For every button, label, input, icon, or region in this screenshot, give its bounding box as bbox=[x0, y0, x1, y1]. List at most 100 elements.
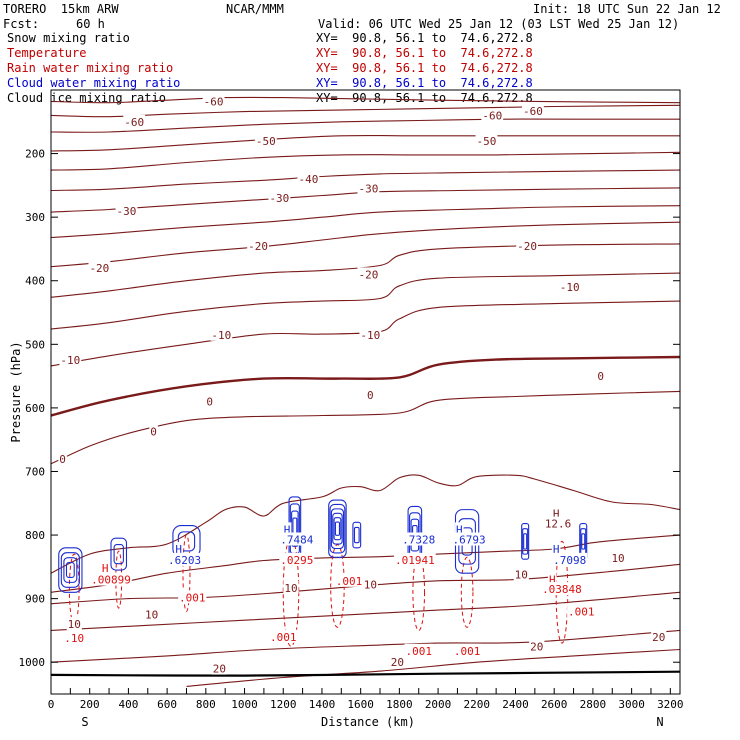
contour-label-bg bbox=[88, 261, 111, 275]
contour-label-bg bbox=[297, 172, 320, 186]
contour-label-bg bbox=[202, 94, 225, 108]
contour-label: -40 bbox=[298, 173, 318, 186]
contour-label-bg bbox=[596, 369, 605, 383]
contour-label: H bbox=[553, 543, 560, 556]
contour-label-bg bbox=[359, 327, 382, 341]
cloud-water-contour bbox=[65, 562, 75, 578]
field-name: Snow mixing ratio bbox=[7, 31, 130, 45]
forecast-label: Fcst: bbox=[3, 17, 40, 31]
contour-label: 20 bbox=[530, 640, 543, 653]
x-tick-label: 200 bbox=[80, 698, 100, 711]
contour-label: .01941 bbox=[395, 554, 435, 567]
init-time: Init: 18 UTC Sun 22 Jan 12 bbox=[533, 2, 721, 16]
temperature-contour bbox=[51, 205, 680, 239]
contour-label-bg bbox=[610, 550, 626, 564]
cloud-water-contour bbox=[523, 533, 528, 550]
contour-label: H bbox=[102, 562, 109, 575]
temperature-contour bbox=[51, 591, 680, 631]
contour-label-bg bbox=[282, 522, 292, 536]
contour-label-bg bbox=[174, 542, 184, 556]
x-tick-label: 2600 bbox=[541, 698, 568, 711]
contour-label-bg bbox=[551, 506, 561, 520]
contour-label-bg bbox=[404, 643, 433, 657]
y-tick-label: 800 bbox=[25, 529, 45, 542]
x-tick-label: 1200 bbox=[270, 698, 297, 711]
contour-label: -60 bbox=[482, 109, 502, 122]
north-label: N bbox=[656, 715, 663, 729]
contour-label: -30 bbox=[358, 183, 378, 196]
field-xy-range: XY= 90.8, 56.1 to 74.6,272.8 bbox=[316, 61, 533, 75]
y-tick-label: 700 bbox=[25, 465, 45, 478]
temperature-contour bbox=[51, 187, 680, 213]
contour-label-bg bbox=[254, 133, 277, 147]
contour-label-bg bbox=[389, 655, 406, 669]
cloud-water-contour bbox=[353, 526, 360, 544]
contour-label: .0295 bbox=[280, 554, 313, 567]
contour-label: .00899 bbox=[91, 574, 131, 587]
contour-label-bg bbox=[558, 280, 581, 294]
contour-label-bg bbox=[452, 643, 482, 657]
y-tick-label: 1000 bbox=[19, 656, 46, 669]
cloud-water-contour bbox=[177, 531, 196, 552]
contour-label-bg bbox=[522, 103, 544, 117]
contour-label-bg bbox=[66, 617, 82, 631]
x-tick-label: 2200 bbox=[464, 698, 491, 711]
contour-label-bg bbox=[90, 572, 132, 586]
contour-label-bg bbox=[357, 181, 380, 195]
contour-label: 0 bbox=[206, 396, 213, 409]
cloud-water-contour bbox=[63, 557, 78, 583]
cloud-water-contour bbox=[113, 544, 124, 565]
y-tick-label: 500 bbox=[25, 338, 45, 351]
contour-label: -20 bbox=[248, 240, 268, 253]
contour-label: 20 bbox=[652, 631, 665, 644]
contour-label-bg bbox=[144, 607, 160, 621]
contour-label: -60 bbox=[124, 116, 144, 129]
temperature-contour bbox=[51, 134, 680, 152]
contour-label-bg bbox=[178, 590, 207, 604]
contour-label: -20 bbox=[517, 240, 537, 253]
valid-time: Valid: 06 UTC Wed 25 Jan 12 (03 LST Wed … bbox=[318, 17, 680, 31]
center-title: NCAR/MMM bbox=[226, 2, 284, 16]
temperature-contour bbox=[51, 118, 680, 133]
contour-label: .7098 bbox=[553, 554, 586, 567]
x-tick-label: 0 bbox=[48, 698, 55, 711]
contour-label-bg bbox=[455, 522, 464, 536]
field-xy-range: XY= 90.8, 56.1 to 74.6,272.8 bbox=[316, 76, 533, 90]
y-tick-label: 300 bbox=[25, 211, 45, 224]
cloud-water-contour bbox=[334, 521, 340, 536]
contour-label: 10 bbox=[284, 582, 297, 595]
contour-label-bg bbox=[516, 238, 539, 252]
contour-label: .001 bbox=[336, 575, 363, 588]
contour-label-bg bbox=[401, 532, 437, 546]
contour-label-bg bbox=[279, 552, 315, 566]
x-axis-title: Distance (km) bbox=[321, 715, 415, 729]
field-name: Cloud water mixing ratio bbox=[7, 76, 181, 90]
contour-label: .001 bbox=[405, 645, 432, 658]
cloud-water-contour bbox=[58, 547, 83, 593]
contour-label: .03848 bbox=[542, 583, 582, 596]
contour-label-bg bbox=[115, 203, 138, 217]
model-title: TORERO 15km ARW bbox=[3, 2, 119, 16]
contour-label: H bbox=[553, 507, 560, 520]
contour-label-bg bbox=[100, 561, 110, 575]
contour-label-bg bbox=[210, 327, 233, 341]
contour-label-bg bbox=[513, 567, 529, 581]
temperature-contour bbox=[51, 96, 680, 104]
contour-label-bg bbox=[269, 629, 298, 643]
temperature-contour bbox=[186, 648, 680, 687]
contour-label-bg bbox=[551, 542, 561, 556]
contour-label: -60 bbox=[523, 105, 543, 118]
contour-label: -20 bbox=[89, 262, 109, 275]
contour-label: 0 bbox=[367, 389, 374, 402]
temperature-contour bbox=[51, 390, 680, 465]
contour-label-bg bbox=[451, 532, 487, 546]
rain-water-contour bbox=[460, 556, 474, 628]
x-tick-label: 600 bbox=[157, 698, 177, 711]
cloud-water-contour bbox=[110, 537, 128, 571]
cloud-water-contour bbox=[333, 517, 342, 541]
contour-label: -50 bbox=[256, 135, 276, 148]
field-name: Temperature bbox=[7, 46, 87, 60]
cloud-water-contour bbox=[329, 503, 346, 554]
contour-label-bg bbox=[279, 532, 315, 546]
contour-label: 12.6 bbox=[545, 518, 572, 531]
